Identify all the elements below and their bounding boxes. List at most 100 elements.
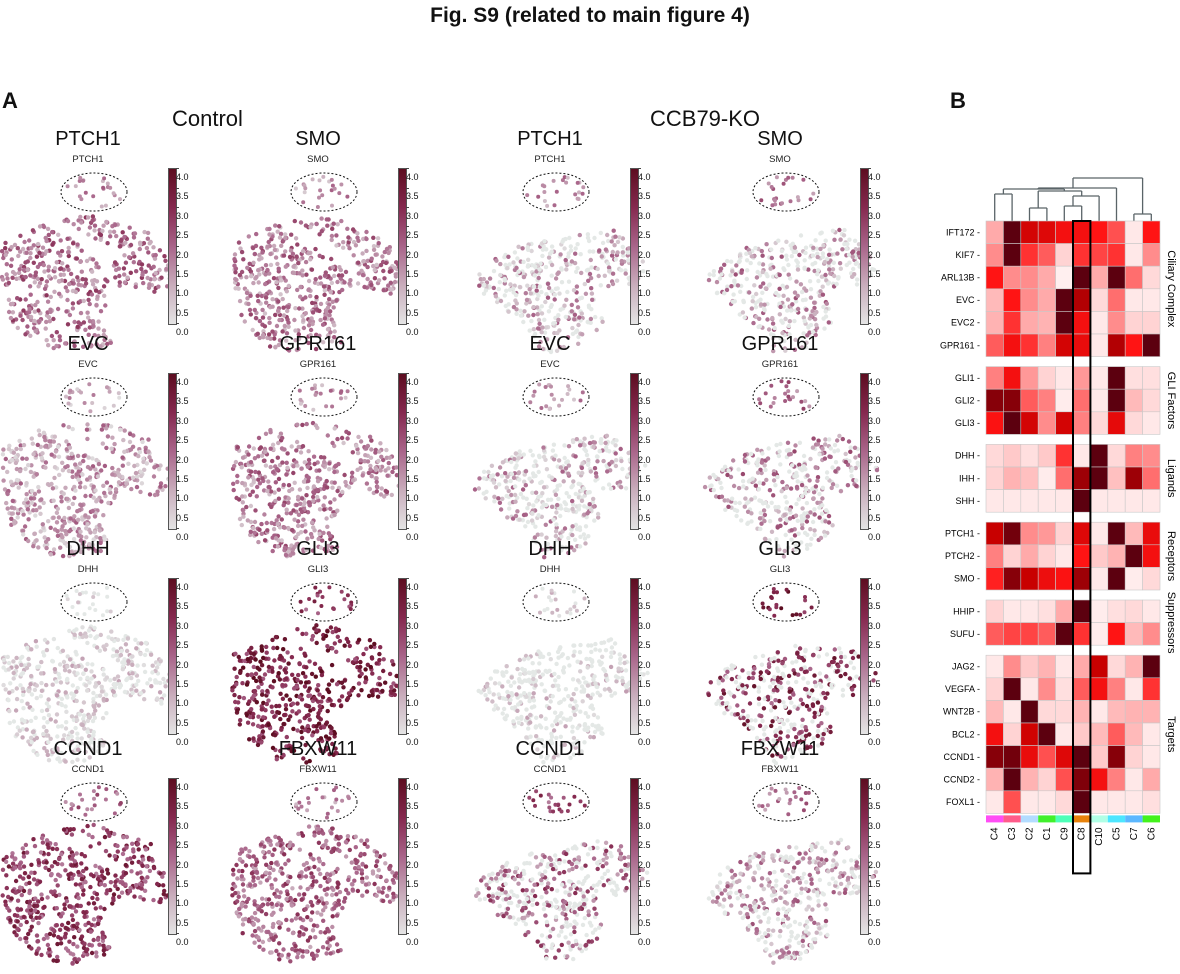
umap-point xyxy=(85,641,89,645)
umap-point xyxy=(28,928,32,932)
umap-point xyxy=(794,258,798,262)
umap-point xyxy=(133,638,137,642)
umap-point xyxy=(74,882,78,886)
umap-point xyxy=(132,260,136,264)
umap-point xyxy=(552,179,556,183)
umap-point xyxy=(236,287,240,291)
umap-point xyxy=(325,629,329,633)
umap-point xyxy=(91,595,95,599)
umap-point xyxy=(707,278,711,282)
umap-point xyxy=(279,903,283,907)
umap-point xyxy=(557,291,561,295)
umap-point xyxy=(827,267,831,271)
colorbar-tick-label: 2.5 xyxy=(406,632,419,650)
umap-point xyxy=(55,955,59,959)
umap-point xyxy=(351,450,355,454)
umap-point xyxy=(48,932,52,936)
umap-point xyxy=(74,690,78,694)
umap-point xyxy=(751,321,755,325)
umap-point xyxy=(581,192,585,196)
umap-point xyxy=(251,712,255,716)
umap-point xyxy=(38,505,42,509)
umap-point xyxy=(19,907,23,911)
highlight-ellipse xyxy=(61,583,127,621)
umap-point xyxy=(313,935,317,939)
umap-point xyxy=(620,259,624,263)
umap-point xyxy=(363,667,367,671)
umap-point xyxy=(313,247,317,251)
umap-point xyxy=(158,484,162,488)
umap-point xyxy=(33,908,37,912)
umap-point xyxy=(341,240,345,244)
umap-point xyxy=(312,484,316,488)
colorbar-tick-label: 1.5 xyxy=(406,261,419,279)
umap-point xyxy=(356,451,360,455)
umap-point xyxy=(290,886,294,890)
colorbar-tick-label: 0.0 xyxy=(406,729,419,747)
umap-point xyxy=(43,287,47,291)
umap-point xyxy=(85,311,89,315)
umap-point xyxy=(318,884,322,888)
umap-point xyxy=(316,479,320,483)
umap-point xyxy=(75,944,79,948)
umap-point xyxy=(98,905,102,909)
umap-point xyxy=(762,308,766,312)
umap-point xyxy=(88,409,92,413)
umap-point xyxy=(569,244,573,248)
umap-point xyxy=(34,952,38,956)
umap-point xyxy=(149,842,153,846)
umap-point xyxy=(781,294,785,298)
umap-point xyxy=(49,872,53,876)
umap-point xyxy=(754,305,758,309)
umap-point xyxy=(306,729,310,733)
umap-point xyxy=(37,860,41,864)
umap-point xyxy=(339,396,343,400)
umap-point xyxy=(237,914,241,918)
umap-point xyxy=(38,433,42,437)
umap-point xyxy=(17,439,21,443)
umap-point xyxy=(290,528,294,532)
umap-point xyxy=(100,931,104,935)
umap-point xyxy=(253,657,257,661)
umap-point xyxy=(49,295,53,299)
umap-point xyxy=(323,316,327,320)
umap-point xyxy=(107,853,111,857)
umap-point xyxy=(244,275,248,279)
umap-point xyxy=(241,882,245,886)
umap-point xyxy=(324,404,328,408)
umap-point xyxy=(99,468,103,472)
umap-point xyxy=(90,456,94,460)
umap-point xyxy=(101,716,105,720)
umap-point xyxy=(66,921,70,925)
umap-point xyxy=(273,248,277,252)
umap-point xyxy=(264,301,268,305)
umap-point xyxy=(383,861,387,865)
umap-point xyxy=(18,729,22,733)
umap-point xyxy=(161,883,165,887)
umap-point xyxy=(42,435,46,439)
umap-point xyxy=(323,876,327,880)
umap-point xyxy=(23,871,27,875)
umap-point xyxy=(276,514,280,518)
umap-point xyxy=(73,665,77,669)
umap-point xyxy=(124,481,128,485)
umap-point xyxy=(519,313,523,317)
umap-point xyxy=(319,392,323,396)
umap-point xyxy=(529,319,533,323)
umap-point xyxy=(532,327,536,331)
umap-point xyxy=(84,191,88,195)
umap-point xyxy=(26,463,30,467)
umap-point xyxy=(29,719,33,723)
umap-point xyxy=(44,683,48,687)
umap-point xyxy=(290,487,294,491)
umap-point xyxy=(325,479,329,483)
umap-point xyxy=(299,647,303,651)
umap-point xyxy=(372,882,376,886)
umap-point xyxy=(299,730,303,734)
umap-point xyxy=(35,300,39,304)
colorbar-tick-label: 1.5 xyxy=(406,871,419,889)
umap-point xyxy=(365,481,369,485)
umap-point xyxy=(587,239,591,243)
umap-point xyxy=(232,667,236,671)
umap-point xyxy=(4,860,8,864)
